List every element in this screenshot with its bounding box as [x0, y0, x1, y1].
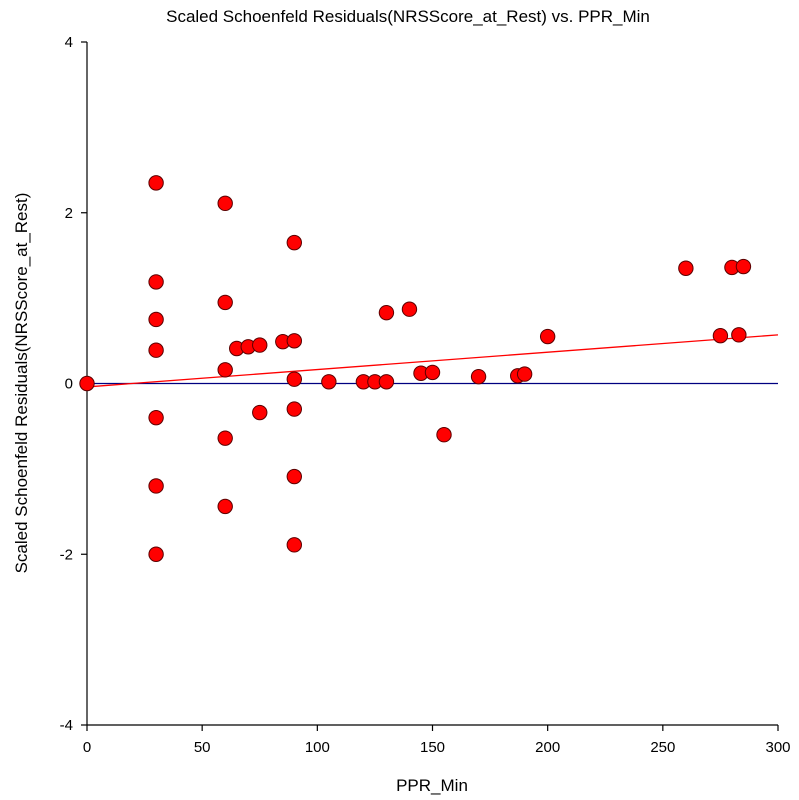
x-tick-label: 150	[420, 739, 445, 756]
data-point	[378, 304, 395, 321]
x-tick-label: 300	[765, 739, 790, 756]
data-point	[286, 401, 302, 417]
data-point	[148, 478, 164, 494]
data-point	[286, 234, 302, 251]
data-point	[286, 537, 302, 553]
data-point	[735, 258, 752, 275]
reference-lines	[86, 334, 779, 388]
data-point	[148, 175, 164, 191]
x-tick-label: 100	[305, 739, 330, 756]
data-point	[378, 374, 395, 390]
data-point	[252, 404, 268, 421]
x-tick-label: 50	[194, 739, 211, 756]
data-point	[217, 195, 233, 212]
data-point	[252, 337, 268, 353]
y-tick-label: 2	[65, 205, 73, 222]
x-axis-label: PPR_Min	[396, 776, 468, 795]
y-tick-label: 4	[65, 34, 73, 51]
y-tick-label: 0	[65, 376, 73, 393]
data-point	[217, 294, 233, 311]
data-point	[436, 427, 452, 443]
x-tick-label: 250	[650, 739, 675, 756]
y-tick-label: -4	[60, 717, 73, 734]
data-point	[401, 301, 418, 317]
data-point	[148, 342, 164, 358]
data-point	[516, 366, 533, 382]
x-tick-label: 200	[535, 739, 560, 756]
data-point	[148, 311, 164, 328]
axes: -4 -2 0 2 4 0 50 100 150 200 250 300	[60, 34, 791, 756]
data-point	[148, 274, 164, 290]
data-point	[148, 409, 164, 426]
data-points	[79, 175, 752, 562]
trend-line	[86, 334, 779, 388]
data-point	[286, 333, 302, 349]
data-point	[217, 430, 233, 446]
y-tick-label: -2	[60, 546, 73, 563]
data-point	[79, 375, 95, 392]
data-point	[148, 546, 164, 562]
y-axis-label: Scaled Schoenfeld Residuals(NRSScore_at_…	[12, 193, 31, 574]
data-point	[424, 364, 441, 381]
data-point	[217, 498, 233, 515]
data-point	[731, 327, 747, 343]
data-point	[217, 362, 233, 378]
data-point	[321, 374, 337, 390]
data-point	[712, 327, 729, 344]
data-point	[539, 328, 556, 345]
chart-title: Scaled Schoenfeld Residuals(NRSScore_at_…	[166, 7, 650, 26]
data-point	[286, 468, 302, 485]
data-point	[470, 368, 487, 385]
data-point	[678, 260, 694, 276]
x-tick-label: 0	[83, 739, 91, 756]
data-point	[286, 371, 302, 387]
